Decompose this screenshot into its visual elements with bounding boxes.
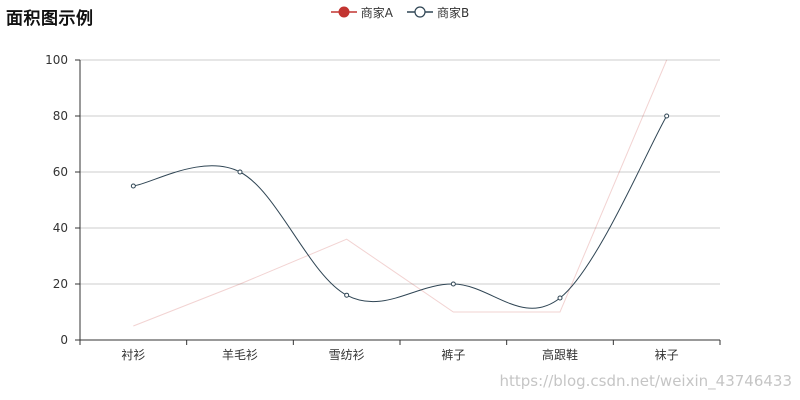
legend-item-b[interactable]: 商家B [406, 4, 470, 20]
x-tick-label-1: 羊毛衫 [222, 347, 258, 362]
legend: 商家A 商家B [0, 4, 800, 20]
x-tick-label-3: 裤子 [441, 348, 465, 362]
legend-swatch-b-icon [406, 6, 433, 18]
legend-label-a: 商家A [360, 5, 393, 20]
watermark: https://blog.csdn.net/weixin_43746433 [499, 372, 792, 390]
legend-swatch-a-icon [330, 6, 357, 18]
x-tick-label-2: 雪纺衫 [329, 348, 365, 362]
x-tick-label-0: 衬衫 [121, 348, 145, 362]
y-tick-label-20: 20 [53, 277, 68, 291]
y-tick-label-40: 40 [53, 221, 68, 235]
y-tick-label-60: 60 [53, 165, 68, 179]
series-b-line [133, 115, 668, 309]
series-b-point-3 [450, 281, 456, 287]
series-b-point-0 [130, 183, 136, 189]
series-b-point-2 [344, 292, 350, 298]
y-tick-label-80: 80 [53, 109, 68, 123]
legend-item-a[interactable]: 商家A [330, 4, 393, 20]
series-b-point-4 [557, 295, 563, 301]
x-tick-label-5: 袜子 [655, 348, 679, 362]
x-tick-label-4: 高跟鞋 [542, 347, 578, 362]
chart-title: 面积图示例 [6, 9, 94, 29]
series-a-line [133, 59, 668, 327]
legend-label-b: 商家B [436, 5, 470, 20]
series-b-point-5 [664, 113, 670, 119]
y-tick-label-0: 0 [60, 333, 68, 347]
y-tick-label-100: 100 [45, 53, 68, 67]
series-b-point-1 [237, 169, 243, 175]
